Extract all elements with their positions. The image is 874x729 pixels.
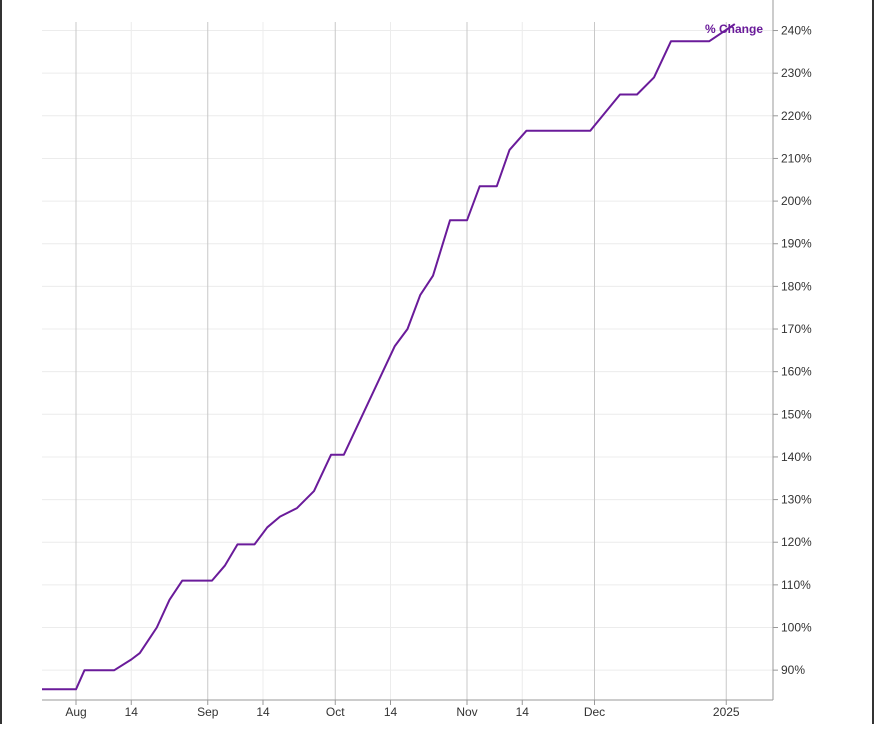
series-label: % Change (705, 22, 763, 36)
x-tick-label: Dec (584, 705, 605, 719)
x-tick-label: Nov (456, 705, 477, 719)
y-tick-label: 240% (781, 24, 812, 38)
y-tick-label: 220% (781, 109, 812, 123)
y-tick-label: 160% (781, 365, 812, 379)
y-tick-label: 110% (781, 578, 811, 592)
series-group (42, 23, 736, 691)
x-tick-label: 2025 (713, 705, 740, 719)
y-tick-label: 140% (781, 450, 812, 464)
y-tick-label: 190% (781, 237, 812, 251)
x-tick-label: 14 (125, 705, 139, 719)
y-tick-label: 180% (781, 279, 812, 293)
x-tick-label: Oct (326, 705, 345, 719)
left-frame-border (0, 0, 2, 724)
y-tick-label: 230% (781, 66, 812, 80)
x-tick-label: 14 (384, 705, 398, 719)
series-line (42, 23, 736, 691)
axes (42, 0, 778, 705)
y-tick-label: 210% (781, 151, 812, 165)
x-tick-label: Sep (197, 705, 219, 719)
labels: 90% 100% 110% 120% 130% 140% 150% 160% 170% 180% 1… (65, 22, 812, 719)
y-tick-label: 130% (781, 493, 812, 507)
y-tick-label: 150% (781, 407, 812, 421)
x-tick-label: Aug (65, 705, 86, 719)
y-tick-label: 170% (781, 322, 812, 336)
y-tick-label: 120% (781, 535, 812, 549)
grid (42, 22, 773, 700)
y-tick-label: 100% (781, 621, 812, 635)
y-tick-label: 200% (781, 194, 812, 208)
y-tick-label: 90% (781, 663, 805, 677)
x-tick-label: 14 (516, 705, 530, 719)
x-tick-label: 14 (256, 705, 270, 719)
right-frame-border (872, 0, 874, 724)
